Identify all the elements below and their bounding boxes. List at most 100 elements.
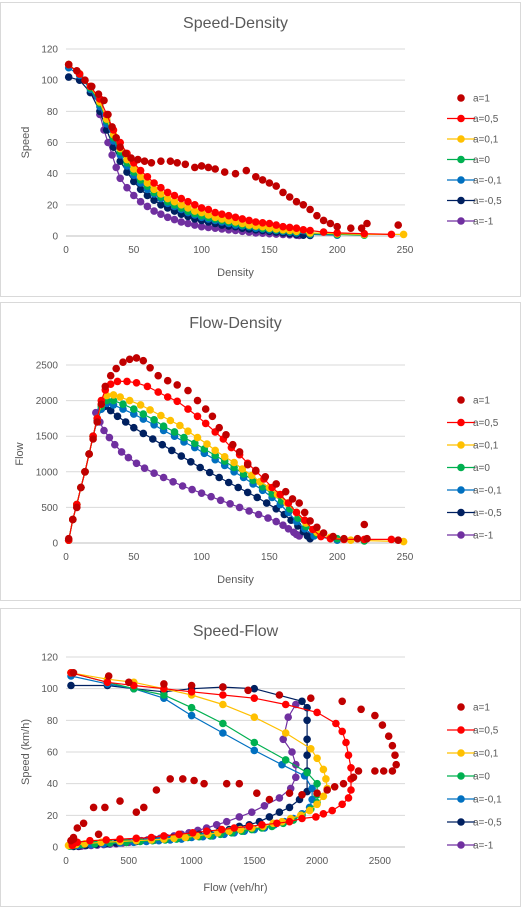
data-point bbox=[64, 60, 73, 69]
data-point bbox=[394, 221, 403, 229]
data-point bbox=[121, 149, 130, 158]
data-point bbox=[242, 166, 251, 175]
data-point bbox=[273, 819, 281, 828]
data-point bbox=[295, 499, 304, 507]
data-point bbox=[113, 412, 122, 421]
x-tick-label: 100 bbox=[193, 552, 210, 563]
y-tick-label: 0 bbox=[52, 232, 58, 243]
data-point bbox=[399, 230, 408, 239]
data-point bbox=[371, 767, 379, 775]
legend-label: a=1 bbox=[473, 396, 490, 407]
data-point bbox=[130, 423, 138, 432]
data-point bbox=[123, 377, 131, 386]
data-point bbox=[157, 411, 165, 420]
data-point bbox=[102, 391, 111, 400]
data-point bbox=[220, 453, 229, 461]
data-point bbox=[254, 510, 263, 519]
data-point bbox=[139, 410, 148, 418]
data-point bbox=[100, 426, 108, 435]
legend-item-a-0-1: a=-0,1 bbox=[447, 176, 502, 187]
legend-marker bbox=[457, 155, 465, 164]
legend: a=1 a=0,5 a=0,1 a=0 a=-0,1 a=-0,5 a=-1 bbox=[447, 94, 502, 228]
data-point bbox=[229, 440, 237, 449]
data-point bbox=[116, 174, 124, 183]
legend-label: a=-0,1 bbox=[473, 795, 502, 806]
data-point bbox=[235, 503, 244, 512]
data-point bbox=[250, 684, 259, 693]
legend-label: a=-0,1 bbox=[473, 486, 502, 497]
data-point bbox=[163, 213, 172, 222]
legend-marker bbox=[457, 531, 465, 539]
data-point bbox=[136, 166, 145, 175]
data-point bbox=[319, 765, 328, 774]
data-point bbox=[89, 435, 97, 443]
legend-item-a-0-1: a=0,1 bbox=[447, 441, 499, 452]
data-point bbox=[219, 691, 227, 699]
data-point bbox=[111, 440, 119, 449]
data-point bbox=[197, 489, 206, 497]
legend-label: a=0,1 bbox=[473, 441, 499, 452]
data-point bbox=[166, 416, 175, 425]
data-point bbox=[384, 732, 393, 740]
data-point bbox=[357, 224, 366, 232]
data-point bbox=[279, 735, 288, 744]
data-point bbox=[168, 446, 176, 455]
data-point bbox=[150, 185, 158, 194]
data-point bbox=[265, 179, 274, 187]
data-point bbox=[146, 364, 154, 372]
data-point bbox=[303, 751, 311, 759]
data-point bbox=[170, 215, 179, 224]
data-point bbox=[392, 760, 401, 769]
data-point bbox=[313, 754, 321, 763]
legend-item-a-1: a=1 bbox=[457, 94, 490, 105]
data-point bbox=[279, 521, 287, 529]
series-a-1 bbox=[64, 354, 403, 544]
legend-label: a=-0,5 bbox=[473, 818, 502, 829]
data-point bbox=[184, 427, 192, 435]
legend-label: a=0 bbox=[473, 463, 490, 474]
data-point bbox=[312, 813, 320, 821]
legend-marker bbox=[457, 463, 465, 472]
y-tick-label: 40 bbox=[47, 779, 59, 790]
chart-title: Flow-Density bbox=[189, 315, 281, 332]
data-point bbox=[197, 222, 206, 231]
data-point bbox=[143, 173, 152, 181]
data-point bbox=[104, 672, 113, 680]
data-point bbox=[154, 388, 162, 396]
data-point bbox=[187, 458, 195, 466]
data-point bbox=[306, 517, 314, 525]
data-point bbox=[176, 421, 184, 430]
x-tick-label: 200 bbox=[329, 245, 346, 256]
data-point bbox=[347, 764, 355, 772]
data-point bbox=[305, 806, 314, 815]
data-point bbox=[272, 182, 281, 190]
data-point bbox=[169, 478, 177, 486]
data-point bbox=[193, 433, 202, 442]
data-point bbox=[181, 833, 190, 842]
data-point bbox=[371, 711, 379, 720]
data-point bbox=[279, 188, 287, 197]
data-point bbox=[281, 700, 290, 709]
data-point bbox=[388, 767, 397, 775]
data-point bbox=[143, 202, 152, 211]
data-point bbox=[252, 173, 260, 181]
y-axis-title: Flow bbox=[14, 442, 26, 465]
data-point bbox=[125, 678, 133, 687]
data-point bbox=[67, 681, 75, 690]
data-point bbox=[261, 473, 270, 481]
legend-marker bbox=[457, 841, 465, 849]
data-point bbox=[191, 201, 199, 209]
legend-item-a-0-1: a=-0,1 bbox=[447, 795, 502, 806]
legend-label: a=0,1 bbox=[473, 749, 499, 760]
legend-marker bbox=[457, 196, 465, 205]
data-point bbox=[157, 210, 165, 218]
data-point bbox=[177, 194, 186, 203]
data-point bbox=[219, 700, 227, 709]
y-tick-label: 20 bbox=[47, 200, 59, 211]
legend-label: a=-1 bbox=[473, 217, 494, 228]
legend-marker bbox=[457, 486, 465, 494]
x-tick-label: 0 bbox=[63, 856, 69, 867]
data-point bbox=[79, 819, 88, 828]
data-point bbox=[181, 160, 190, 169]
legend-label: a=0,1 bbox=[473, 135, 499, 146]
